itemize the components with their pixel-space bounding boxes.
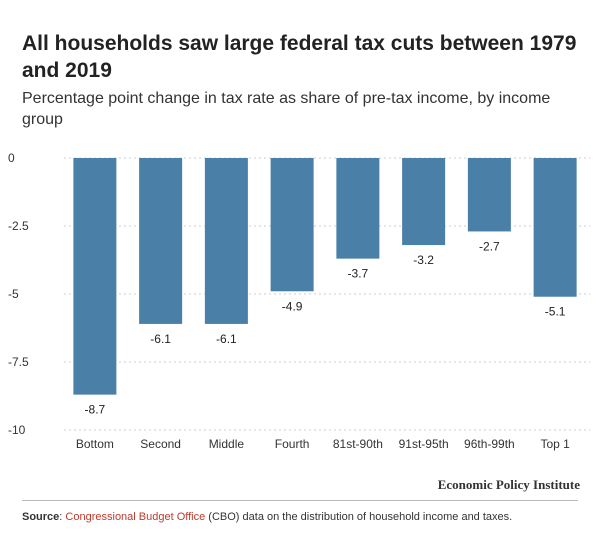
y-tick-label: -7.5 [8,355,29,369]
data-label: -5.1 [545,305,566,319]
data-label: -4.9 [282,299,303,313]
bar [270,158,314,292]
x-tick-label: Top 1 [540,437,570,451]
y-tick-label: 0 [8,151,15,165]
bar [467,158,511,232]
data-label: -6.1 [150,332,171,346]
x-tick-label: Second [140,437,181,451]
data-label: -2.7 [479,239,500,253]
bar [336,158,380,259]
source-text: (CBO) data on the distribution of househ… [205,511,513,523]
data-label: -8.7 [85,403,106,417]
chart-title: All households saw large federal tax cut… [22,32,577,82]
x-tick-label: 91st-95th [399,437,449,451]
source-label: Source [22,511,60,523]
x-tick-label: Fourth [275,437,310,451]
y-tick-label: -10 [8,423,26,437]
y-tick-label: -2.5 [8,219,29,233]
source-colon: : [59,511,66,523]
x-tick-label: Bottom [76,437,114,451]
source-note: Source: Congressional Budget Office (CBO… [22,510,582,525]
data-label: -3.2 [413,253,434,267]
footer-divider [22,500,578,501]
bar-chart: 0 -2.5 -5 -7.5 -10 -8.7 Bottom -6.1 Second -6.1 Mi… [8,151,590,451]
data-label: -3.7 [348,267,369,281]
bar [204,158,248,324]
y-tick-label: -5 [8,287,19,301]
bar [402,158,446,246]
source-link[interactable]: Congressional Budget Office [65,511,206,523]
epi-logo: Economic Policy Institute [437,477,580,492]
data-label: -6.1 [216,332,237,346]
bar [139,158,183,324]
chart-subtitle: Percentage point change in tax rate as s… [22,90,551,128]
bar [73,158,117,395]
x-tick-label: 81st-90th [333,437,383,451]
bar [533,158,577,297]
x-tick-label: Middle [209,437,245,451]
x-tick-label: 96th-99th [464,437,515,451]
